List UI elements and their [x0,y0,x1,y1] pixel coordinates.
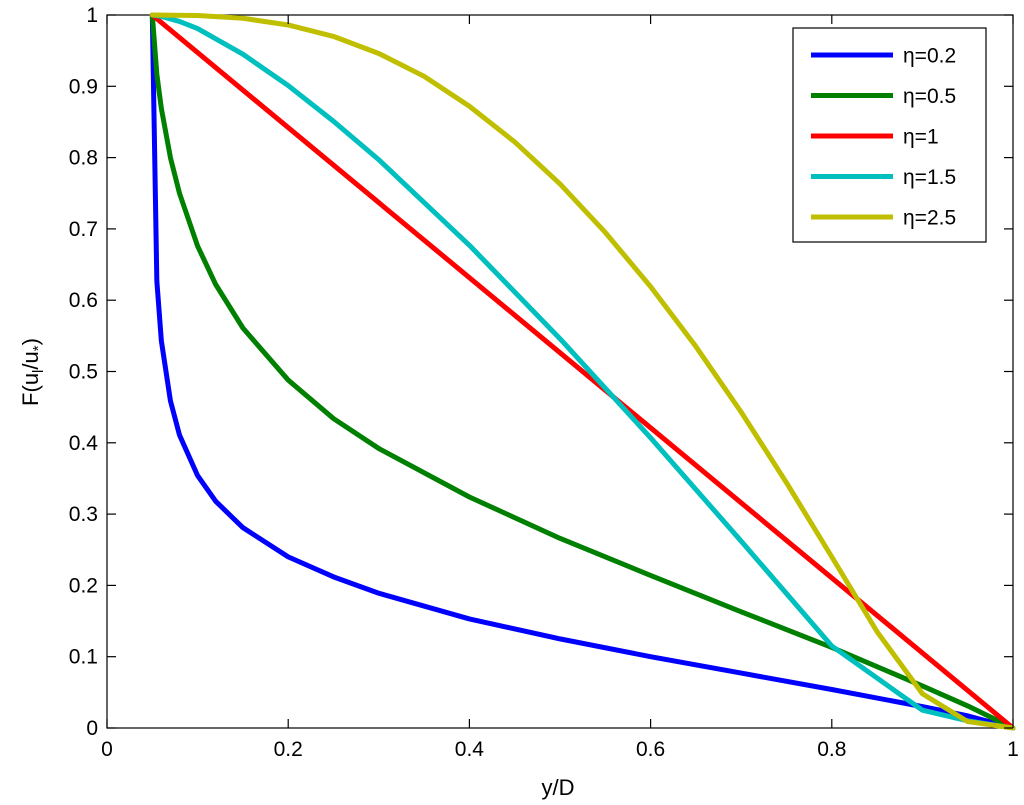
y-tick-label: 0.4 [69,432,99,455]
legend-item: η=2.5 [811,207,956,230]
legend-label: η=1 [903,126,939,149]
x-axis-label: y/D [542,775,575,800]
x-tick-label: 0.4 [455,738,485,761]
y-tick-label: 0.7 [69,218,98,241]
y-axis-label-mid: /u [18,351,43,369]
legend-items: η=0.2 η=0.5 η=1 η=1.5 η=2.5 [811,45,956,230]
y-tick-label: 0.5 [69,361,98,384]
series-line-4 [149,12,1016,731]
legend-label: η=2.5 [903,207,956,230]
y-axis-label-lead: F(u [18,373,43,406]
series-line-1 [149,12,1016,731]
y-tick-label: 0.9 [69,75,98,98]
y-tick-label: 0.2 [69,574,98,597]
x-tick-label: 0.2 [274,738,303,761]
legend-label: η=0.5 [903,85,956,108]
y-tick-label: 0.6 [69,289,98,312]
legend: η=0.2 η=0.5 η=1 η=1.5 η=2.5 [792,27,987,243]
x-tick-label: 1 [1007,738,1019,761]
x-tick-label: 0.6 [636,738,665,761]
legend-item: η=1 [811,126,939,149]
y-axis-label-sub1: l [30,370,47,373]
y-axis-label-sub2: * [30,345,47,351]
legend-item: η=1.5 [811,166,956,189]
y-tick-label: 0 [86,717,98,740]
y-tick-label: 0.3 [69,503,98,526]
legend-label: η=1.5 [903,166,956,189]
series-layer [149,12,1016,731]
legend-item: η=0.5 [811,85,956,108]
y-tick-label: 0.1 [69,646,98,669]
y-tick-label: 0.8 [69,147,98,170]
legend-label: η=0.2 [903,45,956,68]
y-axis-label-tail: ) [18,338,43,345]
y-tick-label: 1 [86,4,98,27]
x-tick-label: 0.8 [817,738,846,761]
legend-item: η=0.2 [811,45,956,68]
series-line-5 [149,12,1016,731]
series-line-3 [149,12,1016,731]
x-tick-label: 0 [101,738,113,761]
ticks-layer: 0 0.2 0.4 0.6 0.8 1 0 0.1 0.2 0.3 0.4 0.5 0.6 0.7 0.8 0… [69,4,1019,761]
y-axis-label: F(ul/u*) [18,338,47,406]
